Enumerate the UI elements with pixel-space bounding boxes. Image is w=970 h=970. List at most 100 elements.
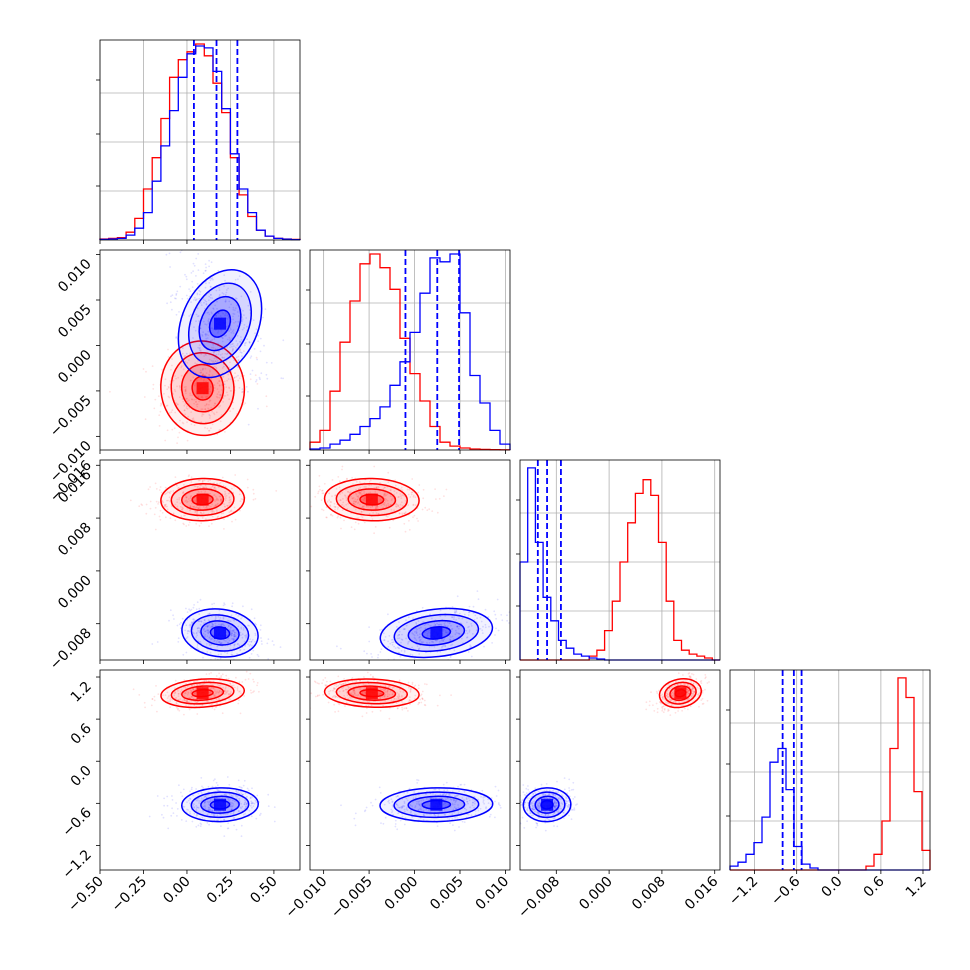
sample-point xyxy=(214,690,217,693)
sample-point xyxy=(240,322,243,324)
sample-point xyxy=(449,638,451,641)
sample-point xyxy=(159,486,162,488)
sample-point xyxy=(240,792,243,795)
sample-point xyxy=(151,365,154,367)
sample-point xyxy=(197,517,200,520)
sample-point xyxy=(214,695,216,698)
sample-point xyxy=(240,351,243,354)
sample-point xyxy=(696,693,699,696)
sample-point xyxy=(183,692,186,695)
sample-point xyxy=(454,629,457,632)
density-peak-red xyxy=(365,493,378,506)
sample-point xyxy=(199,301,202,304)
sample-point xyxy=(314,695,317,698)
sample-point xyxy=(193,681,195,683)
sample-point xyxy=(192,618,195,621)
sample-point xyxy=(419,694,422,697)
sample-point xyxy=(431,617,433,620)
sample-point xyxy=(175,337,178,339)
sample-point xyxy=(232,799,234,801)
sample-point xyxy=(214,792,217,795)
sample-point xyxy=(687,672,690,675)
sample-point xyxy=(542,793,545,796)
sample-point xyxy=(195,400,198,403)
sample-point xyxy=(523,827,526,829)
sample-point xyxy=(209,294,212,296)
sample-point xyxy=(213,487,216,490)
sample-point xyxy=(426,632,429,635)
sample-point xyxy=(463,807,466,810)
sample-point xyxy=(352,694,355,696)
sample-point xyxy=(418,800,421,803)
sample-point xyxy=(395,702,398,705)
sample-point xyxy=(442,644,445,647)
sample-point xyxy=(404,512,407,515)
sample-point xyxy=(532,806,535,808)
sample-point xyxy=(211,503,214,506)
sample-point xyxy=(261,643,263,645)
sample-point xyxy=(209,399,212,402)
sample-point xyxy=(238,699,240,702)
sample-point xyxy=(454,795,457,798)
sample-point xyxy=(267,793,270,796)
sample-point xyxy=(345,701,348,704)
sample-point xyxy=(514,825,516,827)
sample-point xyxy=(232,637,235,640)
sample-point xyxy=(217,331,219,334)
sample-point xyxy=(237,359,240,362)
sample-point xyxy=(433,621,436,624)
sample-point xyxy=(206,700,208,702)
sample-point xyxy=(671,691,673,694)
sample-point xyxy=(470,645,473,648)
sample-point xyxy=(548,789,551,792)
sample-point xyxy=(400,641,402,644)
sample-point xyxy=(178,784,180,787)
sample-point xyxy=(183,805,186,808)
sample-point xyxy=(161,500,164,502)
diag-frame-2 xyxy=(519,459,721,661)
sample-point xyxy=(226,353,228,356)
sample-point xyxy=(223,639,226,642)
sample-point xyxy=(220,676,222,679)
sample-point xyxy=(354,498,357,500)
sample-point xyxy=(402,804,405,807)
sample-point xyxy=(170,295,172,298)
sample-point xyxy=(229,390,232,392)
sample-point xyxy=(230,633,233,635)
sample-point xyxy=(453,829,456,832)
sample-point xyxy=(196,645,199,647)
sample-point xyxy=(198,627,201,630)
sample-point xyxy=(322,509,325,512)
sample-point xyxy=(648,704,651,707)
sample-point xyxy=(413,657,416,660)
sample-point xyxy=(243,779,246,782)
sample-point xyxy=(201,513,204,516)
diag-panel-3 xyxy=(726,669,931,871)
sample-point xyxy=(342,690,345,692)
sample-point xyxy=(387,613,389,616)
sample-point xyxy=(661,709,664,712)
sample-point xyxy=(250,640,253,643)
sample-point xyxy=(401,513,404,516)
sample-point xyxy=(228,366,231,369)
sample-point xyxy=(321,492,324,495)
sample-point xyxy=(380,648,383,651)
sample-point xyxy=(192,270,195,273)
sample-point xyxy=(325,680,328,683)
sample-point xyxy=(414,805,417,807)
hist-blue-3 xyxy=(729,747,930,871)
sample-point xyxy=(409,811,412,814)
sample-point xyxy=(481,789,484,792)
sample-point xyxy=(168,496,171,499)
sample-point xyxy=(228,511,231,514)
sample-point xyxy=(202,512,205,514)
sample-point xyxy=(683,683,686,686)
sample-point xyxy=(209,341,212,343)
sample-point xyxy=(175,297,177,300)
diag-panel-0 xyxy=(96,39,301,241)
sample-point xyxy=(364,809,367,812)
sample-point xyxy=(231,343,234,346)
sample-point xyxy=(409,653,412,656)
sample-point xyxy=(411,478,414,480)
sample-point xyxy=(445,781,448,784)
